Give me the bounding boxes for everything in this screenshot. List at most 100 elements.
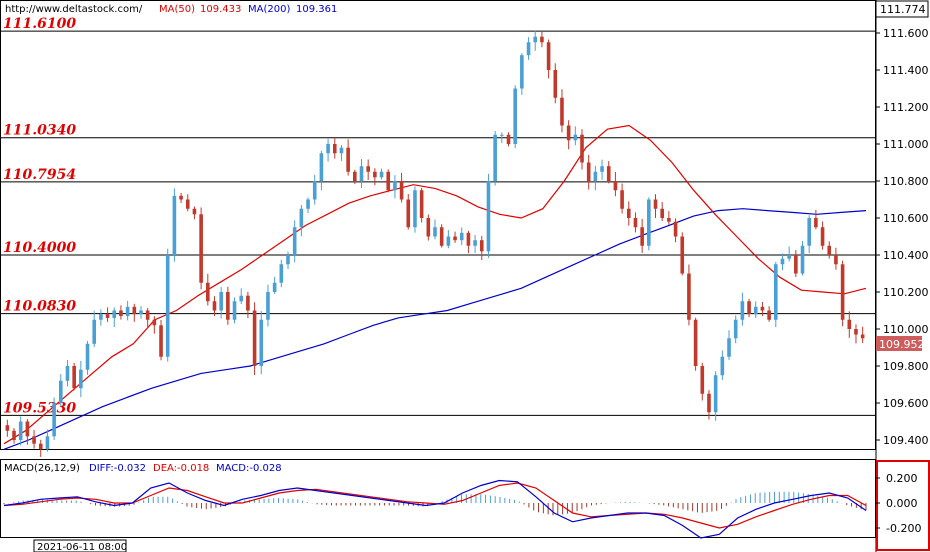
up-candle-body	[239, 295, 244, 302]
down-candle-body	[192, 208, 197, 215]
ma50-legend-value: 109.433	[200, 4, 241, 15]
ma200-legend-value: 109.361	[296, 4, 337, 15]
down-candle-body	[667, 218, 671, 222]
up-candle-body	[413, 190, 417, 228]
up-candle-body	[18, 421, 23, 440]
up-candle-body	[65, 366, 70, 381]
down-candle-body	[540, 36, 544, 43]
down-candle-body	[546, 42, 551, 70]
down-candle-body	[152, 319, 157, 326]
down-candle-body	[466, 232, 471, 246]
down-candle-body	[847, 319, 852, 329]
down-candle-body	[159, 325, 163, 357]
up-candle-body	[306, 199, 310, 209]
down-candle-body	[419, 190, 424, 218]
down-candle-body	[820, 227, 825, 246]
macd-lines	[3, 479, 867, 539]
down-candle-body	[373, 171, 377, 178]
down-candle-body	[252, 310, 257, 366]
ma200-legend-label: MA(200)	[248, 4, 290, 15]
up-candle-body	[740, 301, 745, 320]
up-candle-body	[286, 255, 290, 265]
down-candle-body	[38, 443, 43, 450]
up-candle-body	[533, 36, 538, 43]
down-candle-body	[179, 195, 183, 200]
up-candle-body	[58, 380, 63, 403]
top-price-label: 111.774	[880, 3, 926, 16]
down-candle-body	[346, 147, 350, 172]
up-candle-body	[600, 166, 604, 172]
price-tick-label: 110.000	[883, 323, 929, 336]
down-candle-body	[653, 199, 658, 209]
macd-dea-label: DEA:-0.018	[153, 463, 209, 474]
level-label: 110.4000	[3, 240, 76, 256]
macd-value-label: MACD:-0.028	[216, 463, 282, 474]
down-candle-body	[453, 236, 457, 241]
down-candle-body	[860, 334, 865, 339]
price-tick-label: 110.600	[883, 212, 929, 225]
up-candle-body	[299, 208, 304, 228]
price-tick-label: 110.400	[883, 249, 929, 262]
down-candle-body	[426, 218, 431, 237]
down-candle-body	[25, 421, 30, 437]
up-candle-body	[773, 264, 778, 320]
source-url: http://www.deltastock.com/	[5, 4, 143, 15]
down-candle-body	[707, 393, 711, 413]
down-candle-body	[560, 97, 564, 126]
down-candle-body	[553, 70, 558, 98]
up-candle-body	[312, 181, 317, 200]
down-candle-body	[5, 425, 10, 431]
price-tick-label: 109.800	[883, 360, 929, 373]
macd-tick-label: -0.200	[886, 522, 921, 535]
down-candle-body	[693, 319, 698, 366]
level-label: 111.6100	[3, 16, 76, 32]
down-candle-body	[747, 301, 751, 315]
down-candle-body	[12, 430, 16, 440]
up-candle-body	[326, 144, 330, 154]
up-candle-body	[393, 181, 397, 191]
ma200-series	[3, 208, 867, 450]
up-candle-body	[647, 199, 651, 246]
up-candle-body	[259, 319, 264, 366]
down-candle-body	[105, 314, 110, 318]
down-candle-body	[613, 181, 618, 191]
down-candle-body	[640, 227, 644, 246]
down-candle-body	[72, 366, 76, 389]
down-candle-body	[366, 166, 370, 172]
up-candle-body	[727, 338, 731, 357]
price-tick-label: 111.600	[883, 27, 929, 40]
up-candle-body	[92, 319, 97, 344]
up-candle-body	[520, 55, 524, 89]
up-candle-body	[713, 375, 718, 413]
ma50-legend-label: MA(50)	[159, 4, 195, 15]
down-candle-body	[199, 214, 203, 283]
price-tick-label: 109.400	[883, 434, 929, 447]
up-candle-body	[526, 42, 531, 56]
down-candle-body	[399, 181, 404, 200]
down-candle-body	[760, 306, 765, 311]
ma200-line	[3, 208, 867, 450]
up-candle-body	[807, 218, 812, 246]
macd-axis-frame	[876, 460, 930, 551]
price-tick-label: 111.200	[883, 101, 929, 114]
price-tick-label: 109.600	[883, 397, 929, 410]
down-candle-body	[206, 282, 210, 302]
level-label: 110.7954	[3, 167, 76, 183]
up-candle-body	[272, 282, 277, 292]
down-candle-body	[854, 329, 858, 335]
up-candle-body	[500, 134, 504, 136]
down-candle-body	[606, 166, 611, 181]
up-candle-body	[593, 171, 598, 181]
up-candle-body	[232, 301, 237, 320]
up-candle-body	[172, 195, 177, 255]
up-candle-body	[99, 314, 103, 320]
down-candle-body	[145, 310, 150, 320]
down-candle-body	[32, 436, 36, 444]
up-candle-body	[266, 292, 270, 320]
up-candle-body	[125, 306, 130, 317]
down-candle-body	[626, 208, 631, 218]
up-candle-body	[720, 356, 725, 376]
down-candle-body	[633, 218, 638, 228]
up-candle-body	[486, 181, 491, 252]
